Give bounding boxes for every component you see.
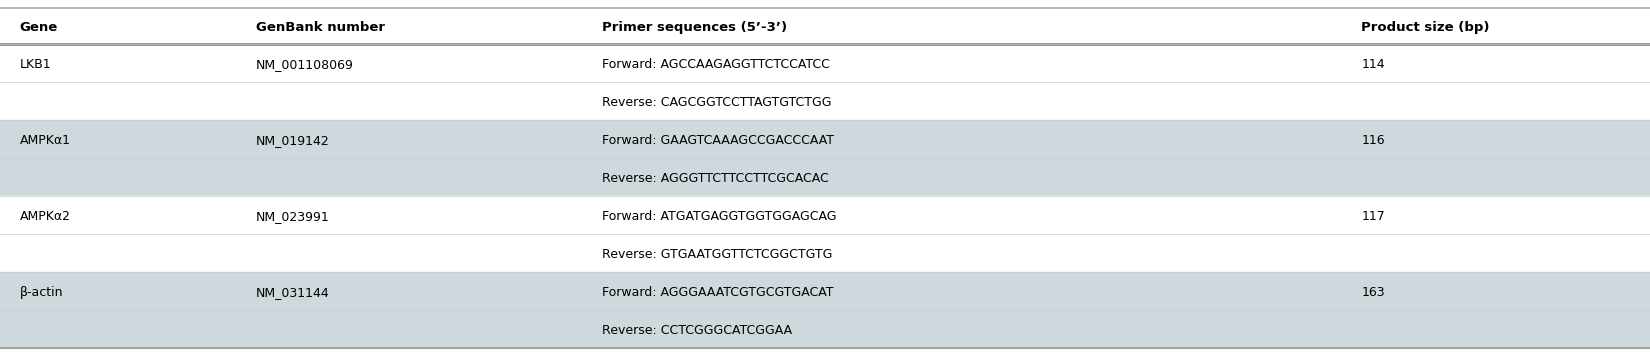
Text: Forward: AGCCAAGAGGTTCTCCATCC: Forward: AGCCAAGAGGTTCTCCATCC (602, 58, 830, 71)
Text: NM_019142: NM_019142 (256, 134, 330, 147)
Text: Forward: ATGATGAGGTGGTGGAGCAG: Forward: ATGATGAGGTGGTGGAGCAG (602, 210, 837, 223)
Text: Forward: AGGGAAATCGTGCGTGACAT: Forward: AGGGAAATCGTGCGTGACAT (602, 286, 833, 299)
Text: AMPKα2: AMPKα2 (20, 210, 71, 223)
Bar (0, 310, 1650, 348)
Bar (0, 120, 1650, 158)
Text: Reverse: CCTCGGGCATCGGAA: Reverse: CCTCGGGCATCGGAA (602, 324, 792, 337)
Text: Product size (bp): Product size (bp) (1361, 21, 1490, 34)
Text: Forward: GAAGTCAAAGCCGACCCAAT: Forward: GAAGTCAAAGCCGACCCAAT (602, 134, 835, 147)
Text: 116: 116 (1361, 134, 1384, 147)
Text: β-actin: β-actin (20, 286, 63, 299)
Bar (0, 8, 1650, 44)
Text: Primer sequences (5’-3’): Primer sequences (5’-3’) (602, 21, 787, 34)
Bar (0, 158, 1650, 196)
Bar (0, 272, 1650, 310)
Text: NM_001108069: NM_001108069 (256, 58, 353, 71)
Text: 117: 117 (1361, 210, 1384, 223)
Bar (0, 82, 1650, 120)
Text: 163: 163 (1361, 286, 1384, 299)
Text: Gene: Gene (20, 21, 58, 34)
Bar (0, 44, 1650, 82)
Text: NM_023991: NM_023991 (256, 210, 330, 223)
Text: GenBank number: GenBank number (256, 21, 384, 34)
Text: LKB1: LKB1 (20, 58, 51, 71)
Text: 114: 114 (1361, 58, 1384, 71)
Text: AMPKα1: AMPKα1 (20, 134, 71, 147)
Bar (0, 196, 1650, 234)
Text: NM_031144: NM_031144 (256, 286, 330, 299)
Text: Reverse: CAGCGGTCCTTAGTGTCTGG: Reverse: CAGCGGTCCTTAGTGTCTGG (602, 96, 832, 109)
Text: Reverse: GTGAATGGTTCTCGGCTGTG: Reverse: GTGAATGGTTCTCGGCTGTG (602, 248, 833, 261)
Bar (0, 234, 1650, 272)
Text: Reverse: AGGGTTCTTCCTTCGCACAC: Reverse: AGGGTTCTTCCTTCGCACAC (602, 172, 828, 185)
